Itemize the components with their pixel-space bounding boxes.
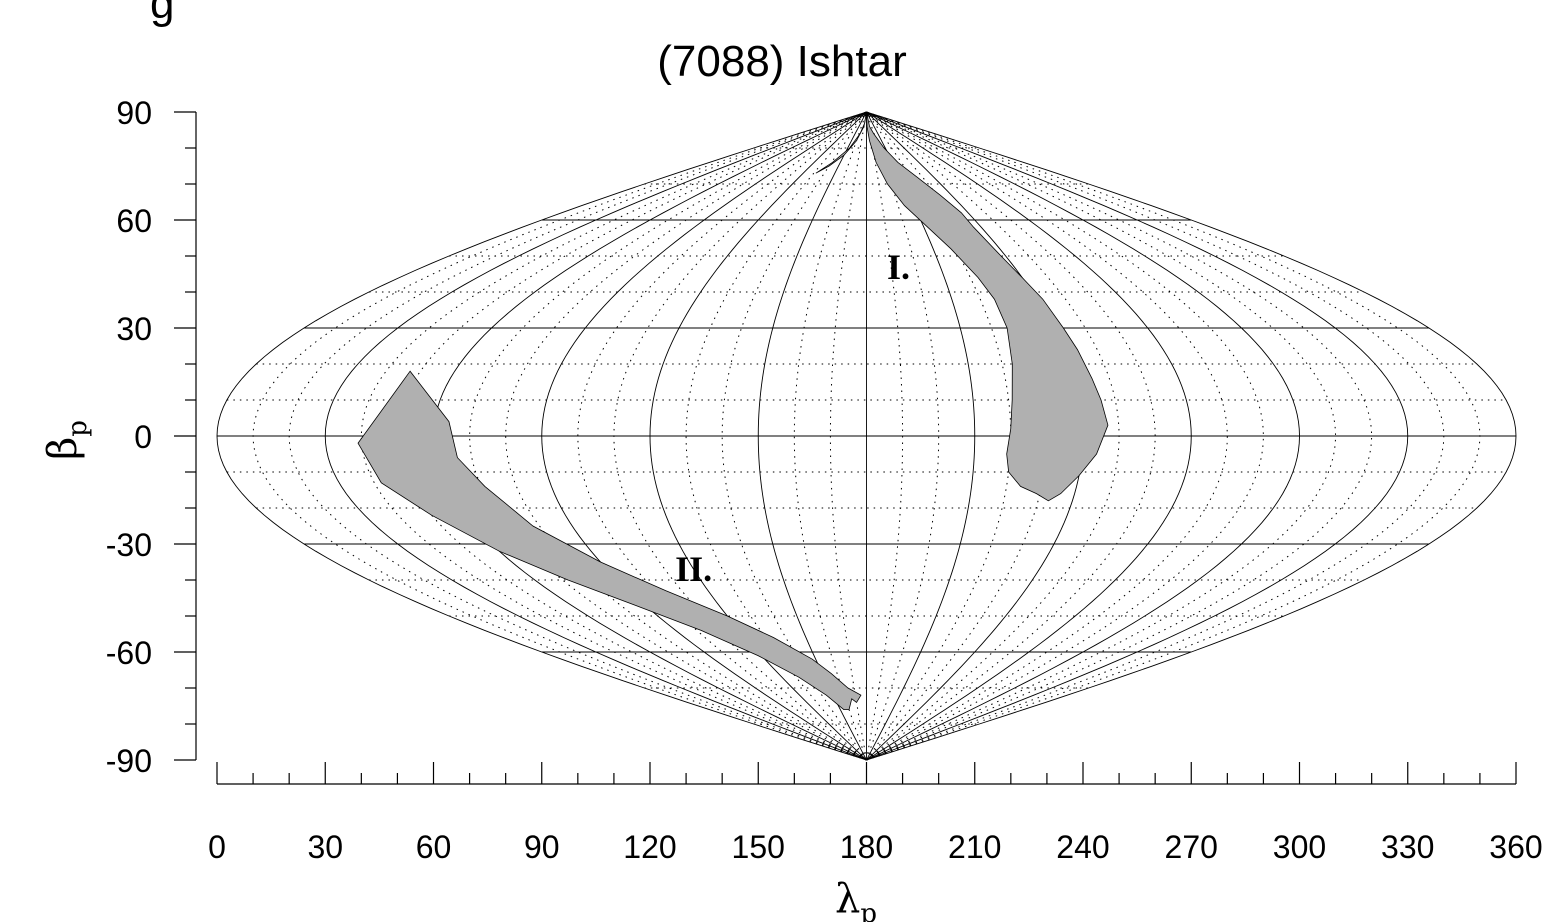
region-label-2: II. xyxy=(675,549,712,589)
x-axis-label: λp xyxy=(835,876,877,922)
x-tick-label: 330 xyxy=(1381,829,1434,865)
pole-region-1 xyxy=(866,111,1109,502)
x-tick-label: 240 xyxy=(1056,829,1109,865)
y-tick-label: 90 xyxy=(116,95,152,131)
y-axis-label: βp xyxy=(40,420,93,460)
meridian-line xyxy=(505,111,867,761)
meridian-line xyxy=(866,111,1120,761)
meridian-line xyxy=(866,111,1156,761)
x-tick-label: 120 xyxy=(623,829,676,865)
meridian-line xyxy=(793,111,867,761)
y-tick-label: 30 xyxy=(116,311,152,347)
meridian-line xyxy=(866,111,904,761)
meridian-line xyxy=(866,111,1192,761)
meridian-line xyxy=(216,111,867,761)
meridian-line xyxy=(577,111,867,761)
meridian-line xyxy=(757,111,867,761)
pole-region-2 xyxy=(357,370,862,710)
meridian-line xyxy=(866,111,1409,761)
y-tick-label: 0 xyxy=(134,419,152,455)
x-tick-label: 90 xyxy=(524,829,560,865)
pole-regions xyxy=(357,111,1109,710)
text-labels: g (7088) Ishtar λp βp I. II. xyxy=(40,0,910,922)
meridian-line xyxy=(324,111,867,761)
y-tick-label: -30 xyxy=(106,527,152,563)
pole-region-3 xyxy=(815,111,867,174)
meridian-line xyxy=(866,111,940,761)
meridian-line xyxy=(866,111,1445,761)
meridian-line xyxy=(829,111,867,761)
x-tick-label: 360 xyxy=(1489,829,1542,865)
y-tick-label: -90 xyxy=(106,743,152,779)
meridian-line xyxy=(613,111,867,761)
x-tick-label: 0 xyxy=(208,829,226,865)
region-label-1: I. xyxy=(887,247,910,287)
chart-title-line-1: g xyxy=(150,0,174,28)
chart-title-line-2: (7088) Ishtar xyxy=(657,37,906,86)
y-tick-label: -60 xyxy=(106,635,152,671)
x-tick-label: 60 xyxy=(416,829,452,865)
meridian-line xyxy=(866,111,1300,761)
y-tick-label: 60 xyxy=(116,203,152,239)
meridian-line xyxy=(866,111,1481,761)
meridian-line xyxy=(288,111,867,761)
projection-grid xyxy=(216,111,1517,761)
meridian-line xyxy=(866,111,1517,761)
x-tick-label: 150 xyxy=(732,829,785,865)
x-tick-label: 30 xyxy=(307,829,343,865)
meridian-line xyxy=(252,111,867,761)
meridian-line xyxy=(541,111,867,761)
meridian-line xyxy=(866,111,1228,761)
x-tick-label: 210 xyxy=(948,829,1001,865)
x-tick-label: 270 xyxy=(1165,829,1218,865)
x-tick-label: 300 xyxy=(1273,829,1326,865)
x-tick-label: 180 xyxy=(840,829,893,865)
